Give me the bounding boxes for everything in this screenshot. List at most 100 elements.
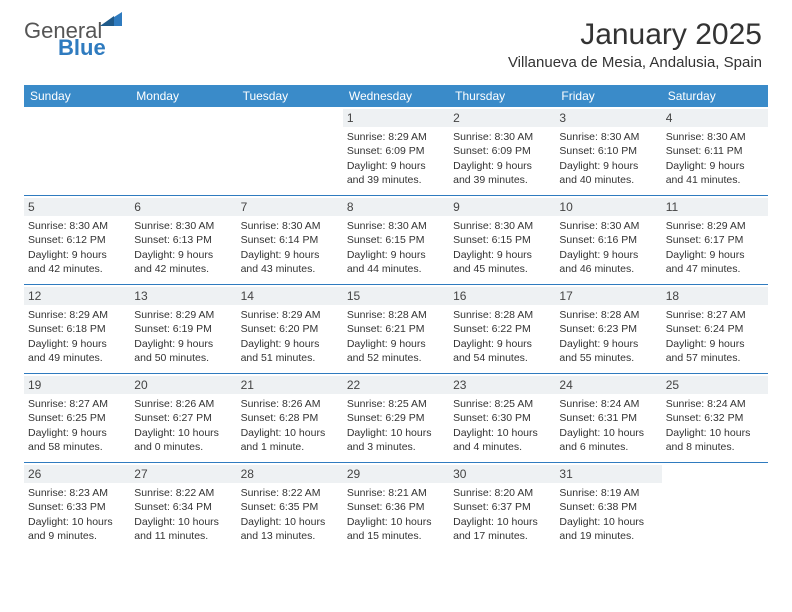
day-number: 4 [662, 109, 768, 127]
sunset-text: Sunset: 6:24 PM [666, 322, 764, 336]
sunset-text: Sunset: 6:35 PM [241, 500, 339, 514]
calendar-week-row: ...1Sunrise: 8:29 AMSunset: 6:09 PMDayli… [24, 107, 768, 196]
day-details: Sunrise: 8:30 AMSunset: 6:15 PMDaylight:… [453, 219, 551, 276]
sunset-text: Sunset: 6:23 PM [559, 322, 657, 336]
day-number: 2 [449, 109, 555, 127]
daylight-text: Daylight: 9 hours and 43 minutes. [241, 248, 339, 276]
calendar-week-row: 12 Sunrise: 8:29 AMSunset: 6:18 PMDayligh… [24, 285, 768, 374]
daylight-text: Daylight: 9 hours and 55 minutes. [559, 337, 657, 365]
day-of-week-label: Sunday [24, 85, 130, 107]
sunrise-text: Sunrise: 8:29 AM [134, 308, 232, 322]
calendar-weeks: ...1Sunrise: 8:29 AMSunset: 6:09 PMDayli… [24, 107, 768, 551]
day-details: Sunrise: 8:29 AMSunset: 6:17 PMDaylight:… [666, 219, 764, 276]
sunset-text: Sunset: 6:11 PM [666, 144, 764, 158]
daylight-text: Daylight: 10 hours and 4 minutes. [453, 426, 551, 454]
sunset-text: Sunset: 6:32 PM [666, 411, 764, 425]
calendar-day-cell: 23Sunrise: 8:25 AMSunset: 6:30 PMDayligh… [449, 374, 555, 462]
sunrise-text: Sunrise: 8:26 AM [134, 397, 232, 411]
daylight-text: Daylight: 10 hours and 3 minutes. [347, 426, 445, 454]
daylight-text: Daylight: 10 hours and 6 minutes. [559, 426, 657, 454]
sunset-text: Sunset: 6:36 PM [347, 500, 445, 514]
calendar-day-cell: 24Sunrise: 8:24 AMSunset: 6:31 PMDayligh… [555, 374, 661, 462]
day-of-week-label: Friday [555, 85, 661, 107]
day-details: Sunrise: 8:23 AMSunset: 6:33 PMDaylight:… [28, 486, 126, 543]
day-number: 7 [237, 198, 343, 216]
calendar-day-cell: 13Sunrise: 8:29 AMSunset: 6:19 PMDayligh… [130, 285, 236, 373]
day-number: 16 [449, 287, 555, 305]
day-details: Sunrise: 8:24 AMSunset: 6:32 PMDaylight:… [666, 397, 764, 454]
calendar-day-cell: 6Sunrise: 8:30 AMSunset: 6:13 PMDaylight… [130, 196, 236, 284]
day-of-week-label: Saturday [662, 85, 768, 107]
calendar-day-cell: 7Sunrise: 8:30 AMSunset: 6:14 PMDaylight… [237, 196, 343, 284]
calendar-day-cell: 29 Sunrise: 8:21 AMSunset: 6:36 PMDayligh… [343, 463, 449, 551]
daylight-text: Daylight: 9 hours and 47 minutes. [666, 248, 764, 276]
day-number: 24 [555, 376, 661, 394]
day-details: Sunrise: 8:29 AMSunset: 6:20 PMDaylight:… [241, 308, 339, 365]
page-title: January 2025 [24, 18, 762, 52]
calendar-day-cell: 21Sunrise: 8:26 AMSunset: 6:28 PMDayligh… [237, 374, 343, 462]
sunrise-text: Sunrise: 8:20 AM [453, 486, 551, 500]
location-text: Villanueva de Mesia, Andalusia, Spain [24, 54, 762, 71]
calendar-day-cell: 11 Sunrise: 8:29 AMSunset: 6:17 PMDayligh… [662, 196, 768, 284]
day-number: 29 [343, 465, 449, 483]
sunrise-text: Sunrise: 8:21 AM [347, 486, 445, 500]
day-number: 25 [662, 376, 768, 394]
day-details: Sunrise: 8:22 AMSunset: 6:34 PMDaylight:… [134, 486, 232, 543]
day-number: 28 [237, 465, 343, 483]
day-number: 22 [343, 376, 449, 394]
day-number: 23 [449, 376, 555, 394]
calendar-day-cell: 1 Sunrise: 8:29 AMSunset: 6:09 PMDaylight… [343, 107, 449, 195]
sunset-text: Sunset: 6:33 PM [28, 500, 126, 514]
sunset-text: Sunset: 6:21 PM [347, 322, 445, 336]
day-details: Sunrise: 8:29 AMSunset: 6:18 PMDaylight:… [28, 308, 126, 365]
sunrise-text: Sunrise: 8:30 AM [134, 219, 232, 233]
calendar-day-cell: 2Sunrise: 8:30 AMSunset: 6:09 PMDaylight… [449, 107, 555, 195]
sunrise-text: Sunrise: 8:28 AM [347, 308, 445, 322]
sunrise-text: Sunrise: 8:30 AM [347, 219, 445, 233]
sunrise-text: Sunrise: 8:29 AM [666, 219, 764, 233]
calendar-day-cell: 30Sunrise: 8:20 AMSunset: 6:37 PMDayligh… [449, 463, 555, 551]
day-number: 15 [343, 287, 449, 305]
day-number: 31 [555, 465, 661, 483]
day-number: 26 [24, 465, 130, 483]
daylight-text: Daylight: 9 hours and 39 minutes. [347, 159, 445, 187]
day-number: 1 [343, 109, 449, 127]
sunset-text: Sunset: 6:16 PM [559, 233, 657, 247]
sunrise-text: Sunrise: 8:30 AM [453, 130, 551, 144]
day-number: 11 [662, 198, 768, 216]
daylight-text: Daylight: 10 hours and 13 minutes. [241, 515, 339, 543]
sunset-text: Sunset: 6:22 PM [453, 322, 551, 336]
daylight-text: Daylight: 9 hours and 51 minutes. [241, 337, 339, 365]
sunset-text: Sunset: 6:28 PM [241, 411, 339, 425]
calendar-day-cell: 10Sunrise: 8:30 AMSunset: 6:16 PMDayligh… [555, 196, 661, 284]
brand-logo: General Blue [24, 20, 124, 66]
sunrise-text: Sunrise: 8:30 AM [453, 219, 551, 233]
day-number: 8 [343, 198, 449, 216]
calendar-week-row: 19Sunrise: 8:27 AMSunset: 6:25 PMDayligh… [24, 374, 768, 463]
sunrise-text: Sunrise: 8:28 AM [559, 308, 657, 322]
day-number: 18 [662, 287, 768, 305]
daylight-text: Daylight: 10 hours and 15 minutes. [347, 515, 445, 543]
day-details: Sunrise: 8:26 AMSunset: 6:28 PMDaylight:… [241, 397, 339, 454]
sunrise-text: Sunrise: 8:26 AM [241, 397, 339, 411]
sunset-text: Sunset: 6:29 PM [347, 411, 445, 425]
day-number: 12 [24, 287, 130, 305]
sunrise-text: Sunrise: 8:30 AM [241, 219, 339, 233]
day-number: 6 [130, 198, 236, 216]
day-number: 14 [237, 287, 343, 305]
day-details: Sunrise: 8:29 AMSunset: 6:09 PMDaylight:… [347, 130, 445, 187]
daylight-text: Daylight: 9 hours and 44 minutes. [347, 248, 445, 276]
daylight-text: Daylight: 10 hours and 1 minute. [241, 426, 339, 454]
sunrise-text: Sunrise: 8:22 AM [134, 486, 232, 500]
day-details: Sunrise: 8:30 AMSunset: 6:12 PMDaylight:… [28, 219, 126, 276]
calendar-page: General Blue January 2025 Villanueva de … [0, 0, 792, 569]
day-number: 27 [130, 465, 236, 483]
header: January 2025 Villanueva de Mesia, Andalu… [24, 18, 762, 71]
daylight-text: Daylight: 9 hours and 40 minutes. [559, 159, 657, 187]
day-number: 13 [130, 287, 236, 305]
sunrise-text: Sunrise: 8:25 AM [453, 397, 551, 411]
daylight-text: Daylight: 10 hours and 19 minutes. [559, 515, 657, 543]
day-details: Sunrise: 8:28 AMSunset: 6:21 PMDaylight:… [347, 308, 445, 365]
day-of-week-label: Tuesday [237, 85, 343, 107]
day-number: 30 [449, 465, 555, 483]
